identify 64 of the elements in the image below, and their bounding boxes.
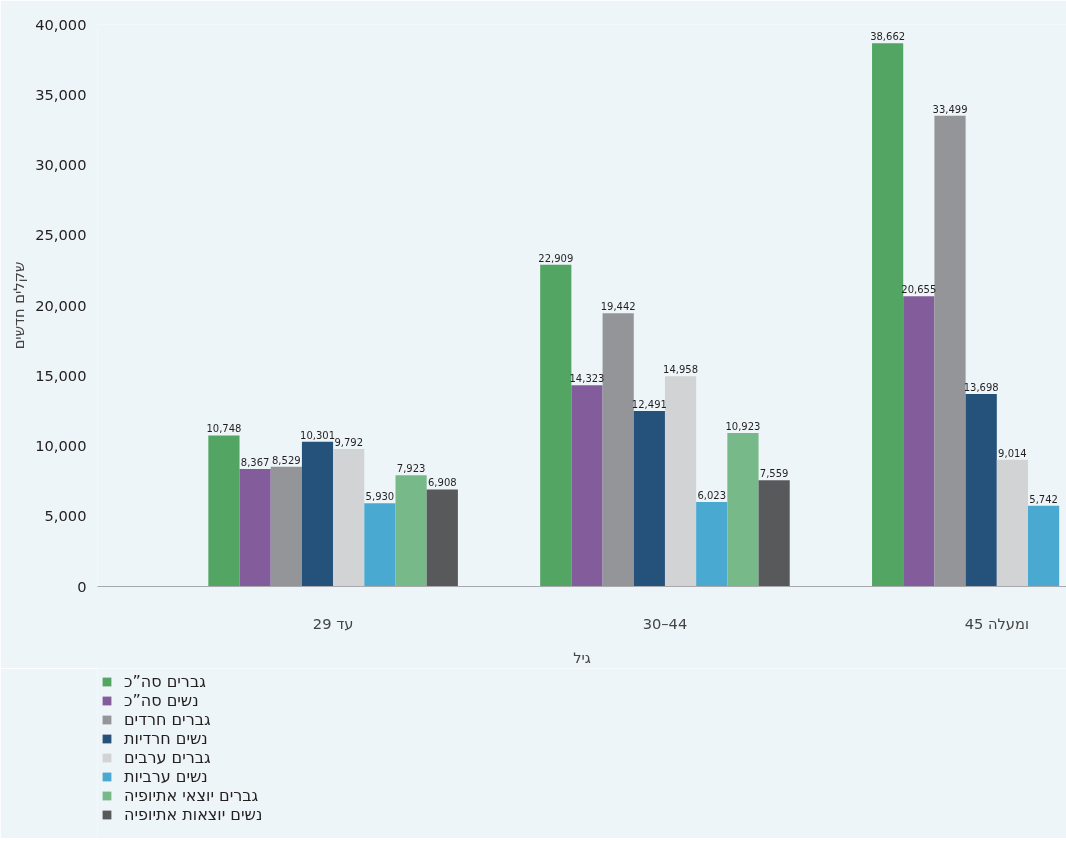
legend-label: גברים יוצאי אתיופיה [124, 786, 259, 805]
data-label: 38,662 [870, 31, 906, 43]
bar [696, 501, 728, 587]
legend-label: גברים חרדים [124, 710, 211, 729]
bar [395, 475, 427, 587]
bar [664, 376, 697, 587]
y-axis-title: שקלים חדשים [10, 261, 28, 350]
legend-label: נשים סה”כ [124, 691, 199, 710]
data-label: 5,742 [1029, 493, 1058, 505]
y-tick-label: 40,000 [35, 15, 87, 33]
y-tick-label: 10,000 [35, 437, 87, 454]
data-label: 6,908 [427, 477, 457, 489]
y-tick-label: 30,000 [35, 156, 87, 173]
data-label: 19,442 [600, 301, 636, 313]
data-label: 10,748 [206, 423, 242, 435]
bar [633, 411, 665, 587]
bar [301, 441, 334, 587]
data-label: 8,367 [240, 456, 270, 468]
y-tick-label: 25,000 [35, 226, 87, 244]
bar [208, 435, 240, 587]
data-label: 22,909 [538, 252, 574, 264]
y-tick-label: 15,000 [35, 366, 87, 384]
bar [571, 385, 603, 587]
data-label: 14,958 [663, 364, 699, 376]
x-axis-title: גיל [573, 648, 591, 666]
y-tick-label: 35,000 [35, 85, 87, 103]
legend-label: נשים ערביות [124, 767, 208, 786]
data-label: 10,923 [725, 421, 761, 433]
bar [239, 468, 271, 587]
y-tick-label: 20,000 [35, 296, 87, 314]
legend-label: נשים חרדיות [124, 729, 208, 748]
bar [996, 459, 1029, 587]
data-label: 12,491 [631, 399, 667, 410]
bar [426, 489, 458, 587]
data-label: 6,023 [697, 489, 727, 501]
data-label: 5,930 [365, 491, 395, 503]
bar [364, 503, 396, 587]
bar [965, 394, 997, 587]
x-tick-label: 45 ומעלה [964, 614, 1029, 632]
data-label: 13,698 [963, 382, 999, 394]
legend-label: גברים ערבים [124, 748, 211, 767]
data-label: 9,014 [998, 447, 1027, 459]
data-label: 7,923 [396, 463, 426, 475]
bar [934, 115, 966, 587]
bar [872, 43, 904, 587]
data-label: 8,529 [272, 454, 301, 466]
bar [727, 433, 759, 587]
data-label: 7,559 [759, 468, 789, 480]
legend-label: נשים יוצאות אתיופיה [124, 805, 263, 824]
x-tick-label: עד 29 [312, 614, 354, 632]
data-label: 33,499 [932, 103, 968, 115]
y-tick-label: 5,000 [44, 507, 87, 525]
bar [903, 296, 935, 587]
data-label: 10,301 [300, 429, 336, 441]
data-label: 9,792 [334, 436, 364, 448]
bar [602, 313, 634, 587]
bar [333, 448, 365, 587]
bar [1028, 505, 1060, 587]
bar [758, 480, 790, 587]
bar [270, 466, 302, 587]
y-tick-label: 0 [77, 577, 87, 595]
legend-label: גברים סה”כ [124, 672, 206, 691]
x-tick-label: 30–44 [642, 614, 688, 632]
bar [540, 264, 572, 587]
